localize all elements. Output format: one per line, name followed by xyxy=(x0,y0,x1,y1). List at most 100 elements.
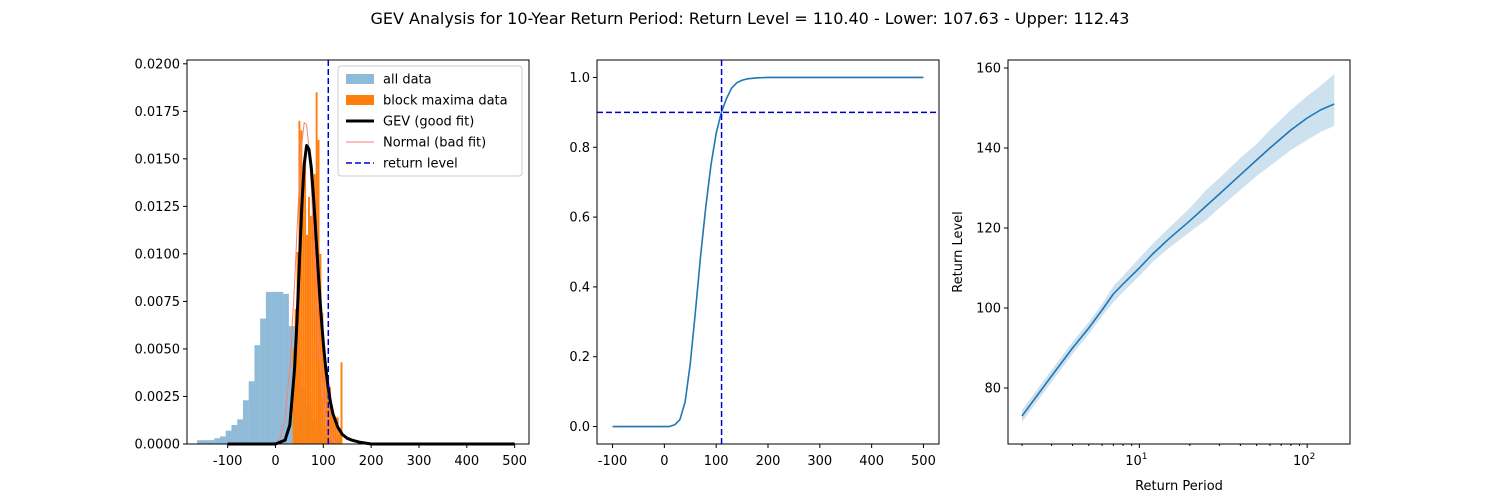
legend-swatch-block-maxima xyxy=(346,95,374,105)
return-level-axes: 101 102 80 100 120 140 160 xyxy=(976,62,1315,470)
histogram-plot-area xyxy=(197,60,515,446)
x-tick-label: 101 xyxy=(1125,452,1147,469)
x-tick-label: 0 xyxy=(660,454,668,469)
all-data-bar xyxy=(277,291,284,444)
y-tick-label: 120 xyxy=(976,222,1001,237)
y-tick-label: 0.0100 xyxy=(135,247,181,262)
return-level-curve xyxy=(1021,103,1335,417)
cdf-plot-area xyxy=(597,60,939,444)
x-tick-label: 100 xyxy=(704,454,729,469)
x-tick-label: 0 xyxy=(271,454,279,469)
x-tick-label: 400 xyxy=(859,454,884,469)
return-level-panel: 101 102 80 100 120 140 160 Return Period Retur… xyxy=(951,59,1351,494)
y-tick-label: 0.2 xyxy=(569,350,590,365)
all-data-bar xyxy=(225,430,232,444)
x-tick-label: 400 xyxy=(454,454,479,469)
x-tick-label: 200 xyxy=(756,454,781,469)
y-tick-label: 0.0 xyxy=(569,420,590,435)
x-tick-label: 100 xyxy=(311,454,336,469)
block-maxima-bar xyxy=(306,234,309,444)
all-data-bar xyxy=(248,381,255,444)
block-maxima-bar xyxy=(308,196,310,444)
all-data-bar xyxy=(254,345,261,444)
block-maxima-bar xyxy=(313,174,316,445)
block-maxima-bar xyxy=(338,428,341,444)
block-maxima-bar xyxy=(340,362,343,444)
cdf-panel: -100 0 100 200 300 400 500 0.0 0.2 0.4 0.6 0.8 1.0 xyxy=(569,59,940,469)
legend-box xyxy=(337,65,523,177)
y-tick-label: 0.0075 xyxy=(135,295,181,310)
y-tick-label: 0.0200 xyxy=(135,57,181,72)
block-maxima-bar xyxy=(302,177,305,444)
y-tick-label: 160 xyxy=(976,62,1001,77)
histogram-panel: -100 0 100 200 300 400 500 0.0000 0.0025 0.0050 0.… xyxy=(135,57,530,469)
block-maxima-bar xyxy=(304,158,307,444)
legend-label: return level xyxy=(383,157,458,172)
legend-label: GEV (good fit) xyxy=(383,115,474,130)
x-tick-label: 200 xyxy=(359,454,384,469)
y-tick-label: 100 xyxy=(976,302,1001,317)
all-data-bar xyxy=(237,419,243,444)
block-maxima-bar xyxy=(329,386,331,444)
block-maxima-bar xyxy=(319,253,322,444)
all-data-bar xyxy=(242,400,249,444)
block-maxima-bar xyxy=(296,252,299,444)
cdf-axes: -100 0 100 200 300 400 500 0.0 0.2 0.4 0.6 0.8 1.0 xyxy=(569,71,936,469)
x-tick-label: -100 xyxy=(213,454,243,469)
confidence-band xyxy=(1022,74,1335,422)
all-data-bar xyxy=(220,436,226,444)
cdf-line xyxy=(612,76,924,428)
y-tick-label: 0.6 xyxy=(569,211,590,226)
y-tick-label: 0.0125 xyxy=(135,200,181,215)
histogram-frame xyxy=(186,59,530,445)
x-tick-label: 300 xyxy=(807,454,832,469)
x-tick-label: 300 xyxy=(407,454,432,469)
block-maxima-bar xyxy=(321,312,324,444)
block-maxima-bar xyxy=(330,405,333,444)
legend-swatch-all-data xyxy=(346,74,374,84)
block-maxima-bar xyxy=(294,309,297,444)
x-tick-label: -100 xyxy=(598,454,628,469)
all-data-bar xyxy=(208,440,215,444)
x-tick-label: 500 xyxy=(502,454,527,469)
all-data-bar xyxy=(214,438,221,444)
y-tick-label: 80 xyxy=(984,382,1001,397)
block-maxima-bar xyxy=(325,367,328,444)
block-maxima-bar xyxy=(332,417,335,444)
return-level-frame xyxy=(1007,59,1351,445)
return-level-plot-area xyxy=(1021,74,1335,422)
y-tick-label: 0.0000 xyxy=(135,438,181,453)
cdf-frame xyxy=(596,59,940,445)
y-tick-label: 0.0150 xyxy=(135,152,181,167)
legend-label: all data xyxy=(383,73,432,88)
block-maxima-bar xyxy=(327,377,330,444)
legend-label: block maxima data xyxy=(383,94,508,109)
block-maxima-bar xyxy=(336,417,339,444)
x-axis-label: Return Period xyxy=(1135,479,1223,494)
y-tick-label: 0.0025 xyxy=(135,390,181,405)
all-data-bar xyxy=(283,293,289,444)
x-tick-label: 500 xyxy=(911,454,936,469)
x-tick-label: 102 xyxy=(1293,452,1315,469)
all-data-bar xyxy=(260,318,266,444)
figure-title: GEV Analysis for 10-Year Return Period: … xyxy=(371,9,1130,28)
block-maxima-bar xyxy=(311,194,314,444)
block-maxima-bar xyxy=(300,130,303,444)
all-data-bar xyxy=(197,440,203,444)
y-tick-label: 140 xyxy=(976,142,1001,157)
y-tick-label: 0.0050 xyxy=(135,342,181,357)
y-axis-label: Return Level xyxy=(951,211,966,293)
block-maxima-bar xyxy=(309,215,312,444)
all-data-bar xyxy=(202,440,209,444)
y-tick-label: 0.8 xyxy=(569,141,590,156)
y-tick-label: 0.0175 xyxy=(135,105,181,120)
all-data-bar xyxy=(231,424,238,444)
y-tick-label: 0.4 xyxy=(569,280,590,295)
histogram-axes: -100 0 100 200 300 400 500 0.0000 0.0025 0.0050 0.… xyxy=(135,57,528,469)
legend: all data block maxima data GEV (good fit) N… xyxy=(337,65,523,177)
all-data-bar xyxy=(271,291,278,444)
block-maxima-bar xyxy=(334,417,337,444)
all-data-bar xyxy=(265,291,272,444)
legend-label: Normal (bad fit) xyxy=(383,136,486,151)
